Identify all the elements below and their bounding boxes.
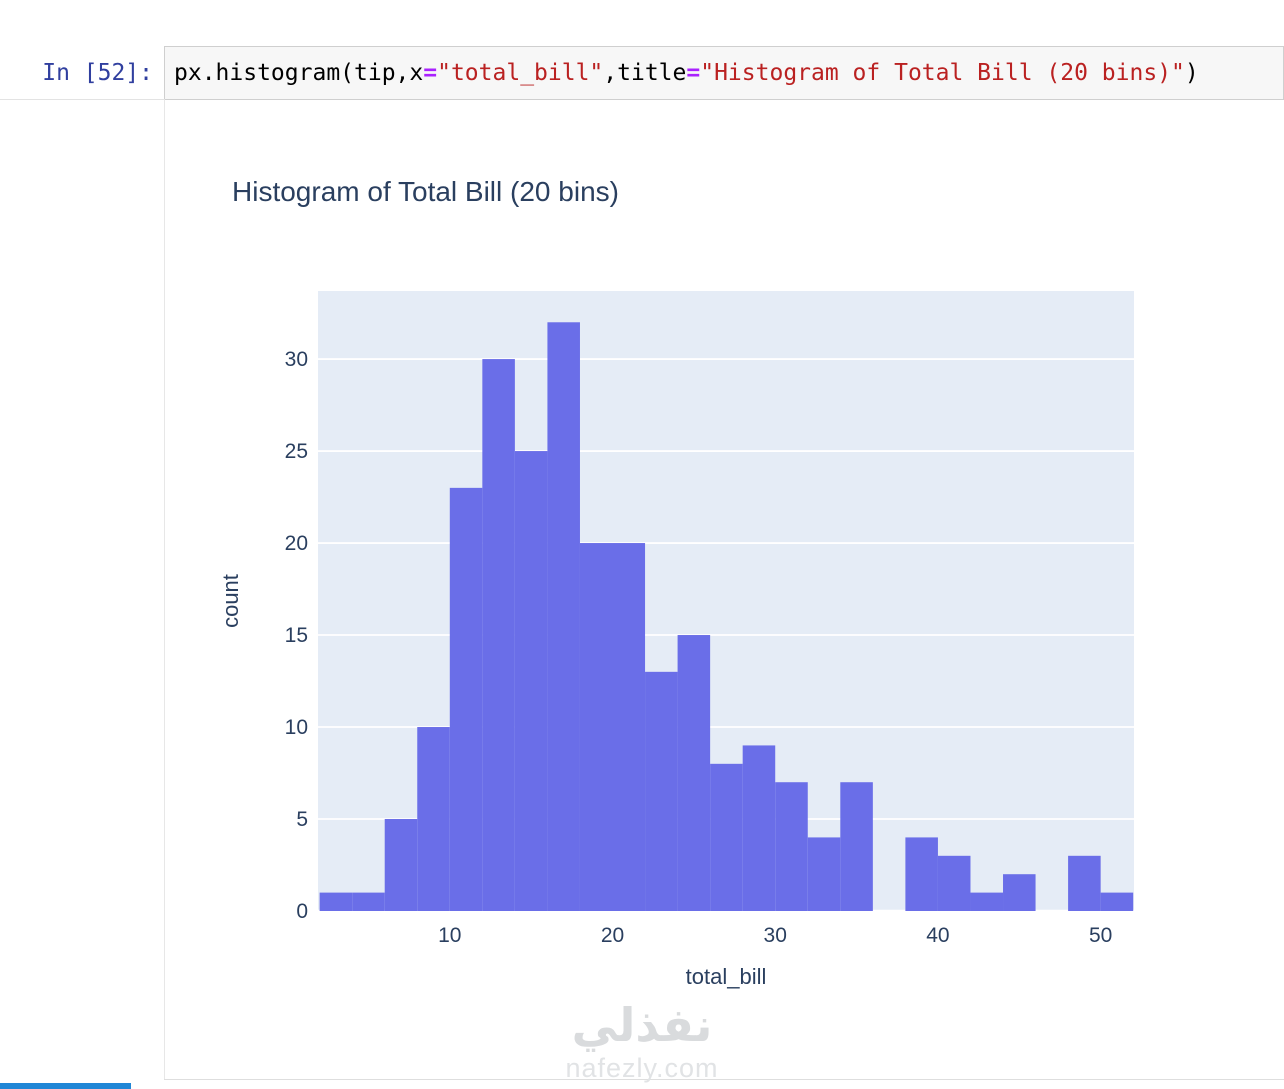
x-tick-label: 40: [926, 924, 949, 947]
histogram-bar[interactable]: [449, 487, 483, 911]
x-tick-label: 10: [438, 924, 461, 947]
x-tick-label: 50: [1089, 924, 1112, 947]
x-axis-title: total_bill: [686, 964, 767, 989]
next-cell-selection-bar[interactable]: [0, 1083, 131, 1089]
histogram-bar[interactable]: [677, 635, 711, 911]
code-token-plain: ,title: [603, 60, 687, 86]
histogram-bar[interactable]: [710, 763, 743, 911]
code-token-plain: ): [1184, 60, 1199, 86]
cell-input-divider: [0, 99, 165, 100]
y-tick-label: 10: [285, 716, 308, 739]
histogram-bar[interactable]: [905, 837, 938, 911]
y-tick-label: 25: [285, 440, 308, 463]
histogram-bar[interactable]: [742, 745, 776, 911]
output-left-border: [164, 100, 165, 1079]
input-prompt: In [52]:: [42, 60, 153, 86]
histogram-bar[interactable]: [384, 819, 418, 911]
histogram-bar[interactable]: [970, 892, 1004, 911]
histogram-bar[interactable]: [482, 359, 515, 911]
histogram-bar[interactable]: [775, 782, 808, 911]
histogram-bar[interactable]: [645, 671, 678, 911]
y-tick-label: 0: [296, 900, 308, 923]
histogram-bar[interactable]: [840, 782, 873, 911]
cell-divider: [164, 1079, 1284, 1080]
y-tick-label: 5: [296, 808, 308, 831]
code-token-string: "Histogram of Total Bill (20 bins)": [700, 60, 1185, 86]
histogram-bar[interactable]: [937, 855, 971, 911]
y-tick-label: 30: [285, 348, 308, 371]
code-token-operator: =: [423, 60, 438, 86]
code-token-plain: px.histogram(tip,x: [174, 60, 424, 86]
code-cell[interactable]: px.histogram(tip,x="total_bill",title="H…: [164, 46, 1284, 100]
y-tick-label: 20: [285, 532, 308, 555]
x-tick-label: 30: [764, 924, 787, 947]
histogram-bar[interactable]: [319, 892, 353, 911]
chart-title: Histogram of Total Bill (20 bins): [232, 176, 619, 207]
code-token-operator: =: [686, 60, 701, 86]
histogram-bar[interactable]: [579, 543, 613, 911]
code-token-string: "total_bill": [437, 60, 604, 86]
histogram-bar[interactable]: [612, 543, 646, 911]
histogram-bar[interactable]: [807, 837, 841, 911]
y-tick-label: 15: [285, 624, 308, 647]
x-tick-label: 20: [601, 924, 624, 947]
histogram-bar[interactable]: [1003, 874, 1036, 911]
histogram-bar[interactable]: [352, 892, 385, 911]
histogram-bar[interactable]: [1068, 855, 1101, 911]
histogram-bar[interactable]: [547, 322, 580, 911]
histogram-bar[interactable]: [417, 727, 450, 911]
y-axis-title: count: [218, 574, 243, 628]
histogram-bar[interactable]: [514, 451, 548, 911]
code-line: px.histogram(tip,x="total_bill",title="H…: [174, 60, 1199, 86]
histogram-bar[interactable]: [1100, 892, 1134, 911]
plotly-histogram[interactable]: 0 5 10 15 20 25 30 10 20 30 40 50 total_bill count His…: [165, 100, 1284, 1065]
